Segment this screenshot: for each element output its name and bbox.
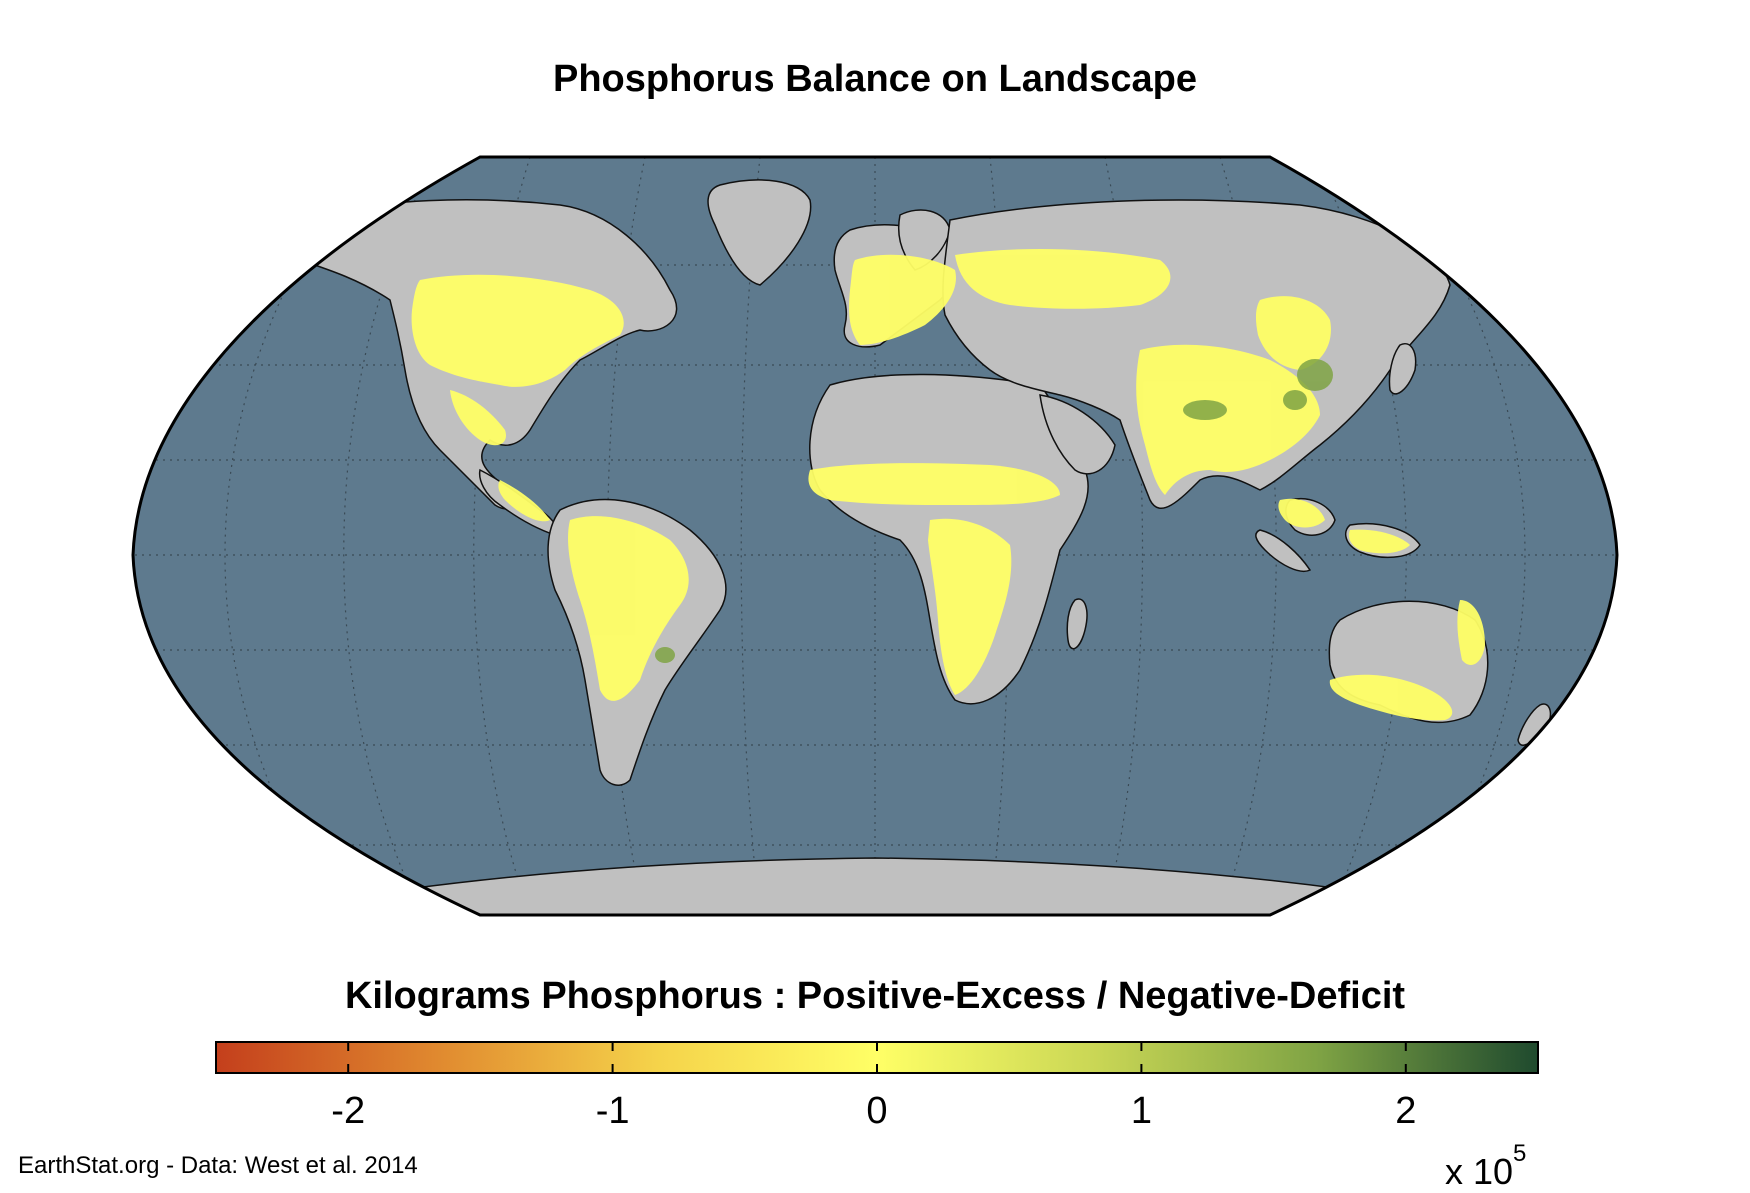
map-frame [131, 155, 1619, 917]
map-title: Phosphorus Balance on Landscape [552, 58, 1198, 100]
multiplier-exponent: 5 [1513, 1140, 1527, 1167]
colorbar-tick-label: 2 [1395, 1090, 1417, 1132]
colorbar-multiplier: x 105 [1445, 1140, 1526, 1193]
world-map [131, 155, 1619, 917]
colorbar-tick-label: 0 [866, 1090, 888, 1132]
colorbar-tick-label: -1 [595, 1090, 630, 1132]
colorbar-ticks [347, 1042, 1407, 1073]
colorbar-title: Kilograms Phosphorus : Positive-Excess /… [344, 975, 1406, 1017]
multiplier-base: x 10 [1445, 1151, 1514, 1192]
colorbar-tick-label: -2 [331, 1090, 366, 1132]
credit-text: EarthStat.org - Data: West et al. 2014 [18, 1152, 418, 1179]
excess-hotspots [655, 359, 1333, 663]
colorbar-tick-label: 1 [1130, 1090, 1152, 1132]
cropland-areas [411, 248, 1485, 721]
